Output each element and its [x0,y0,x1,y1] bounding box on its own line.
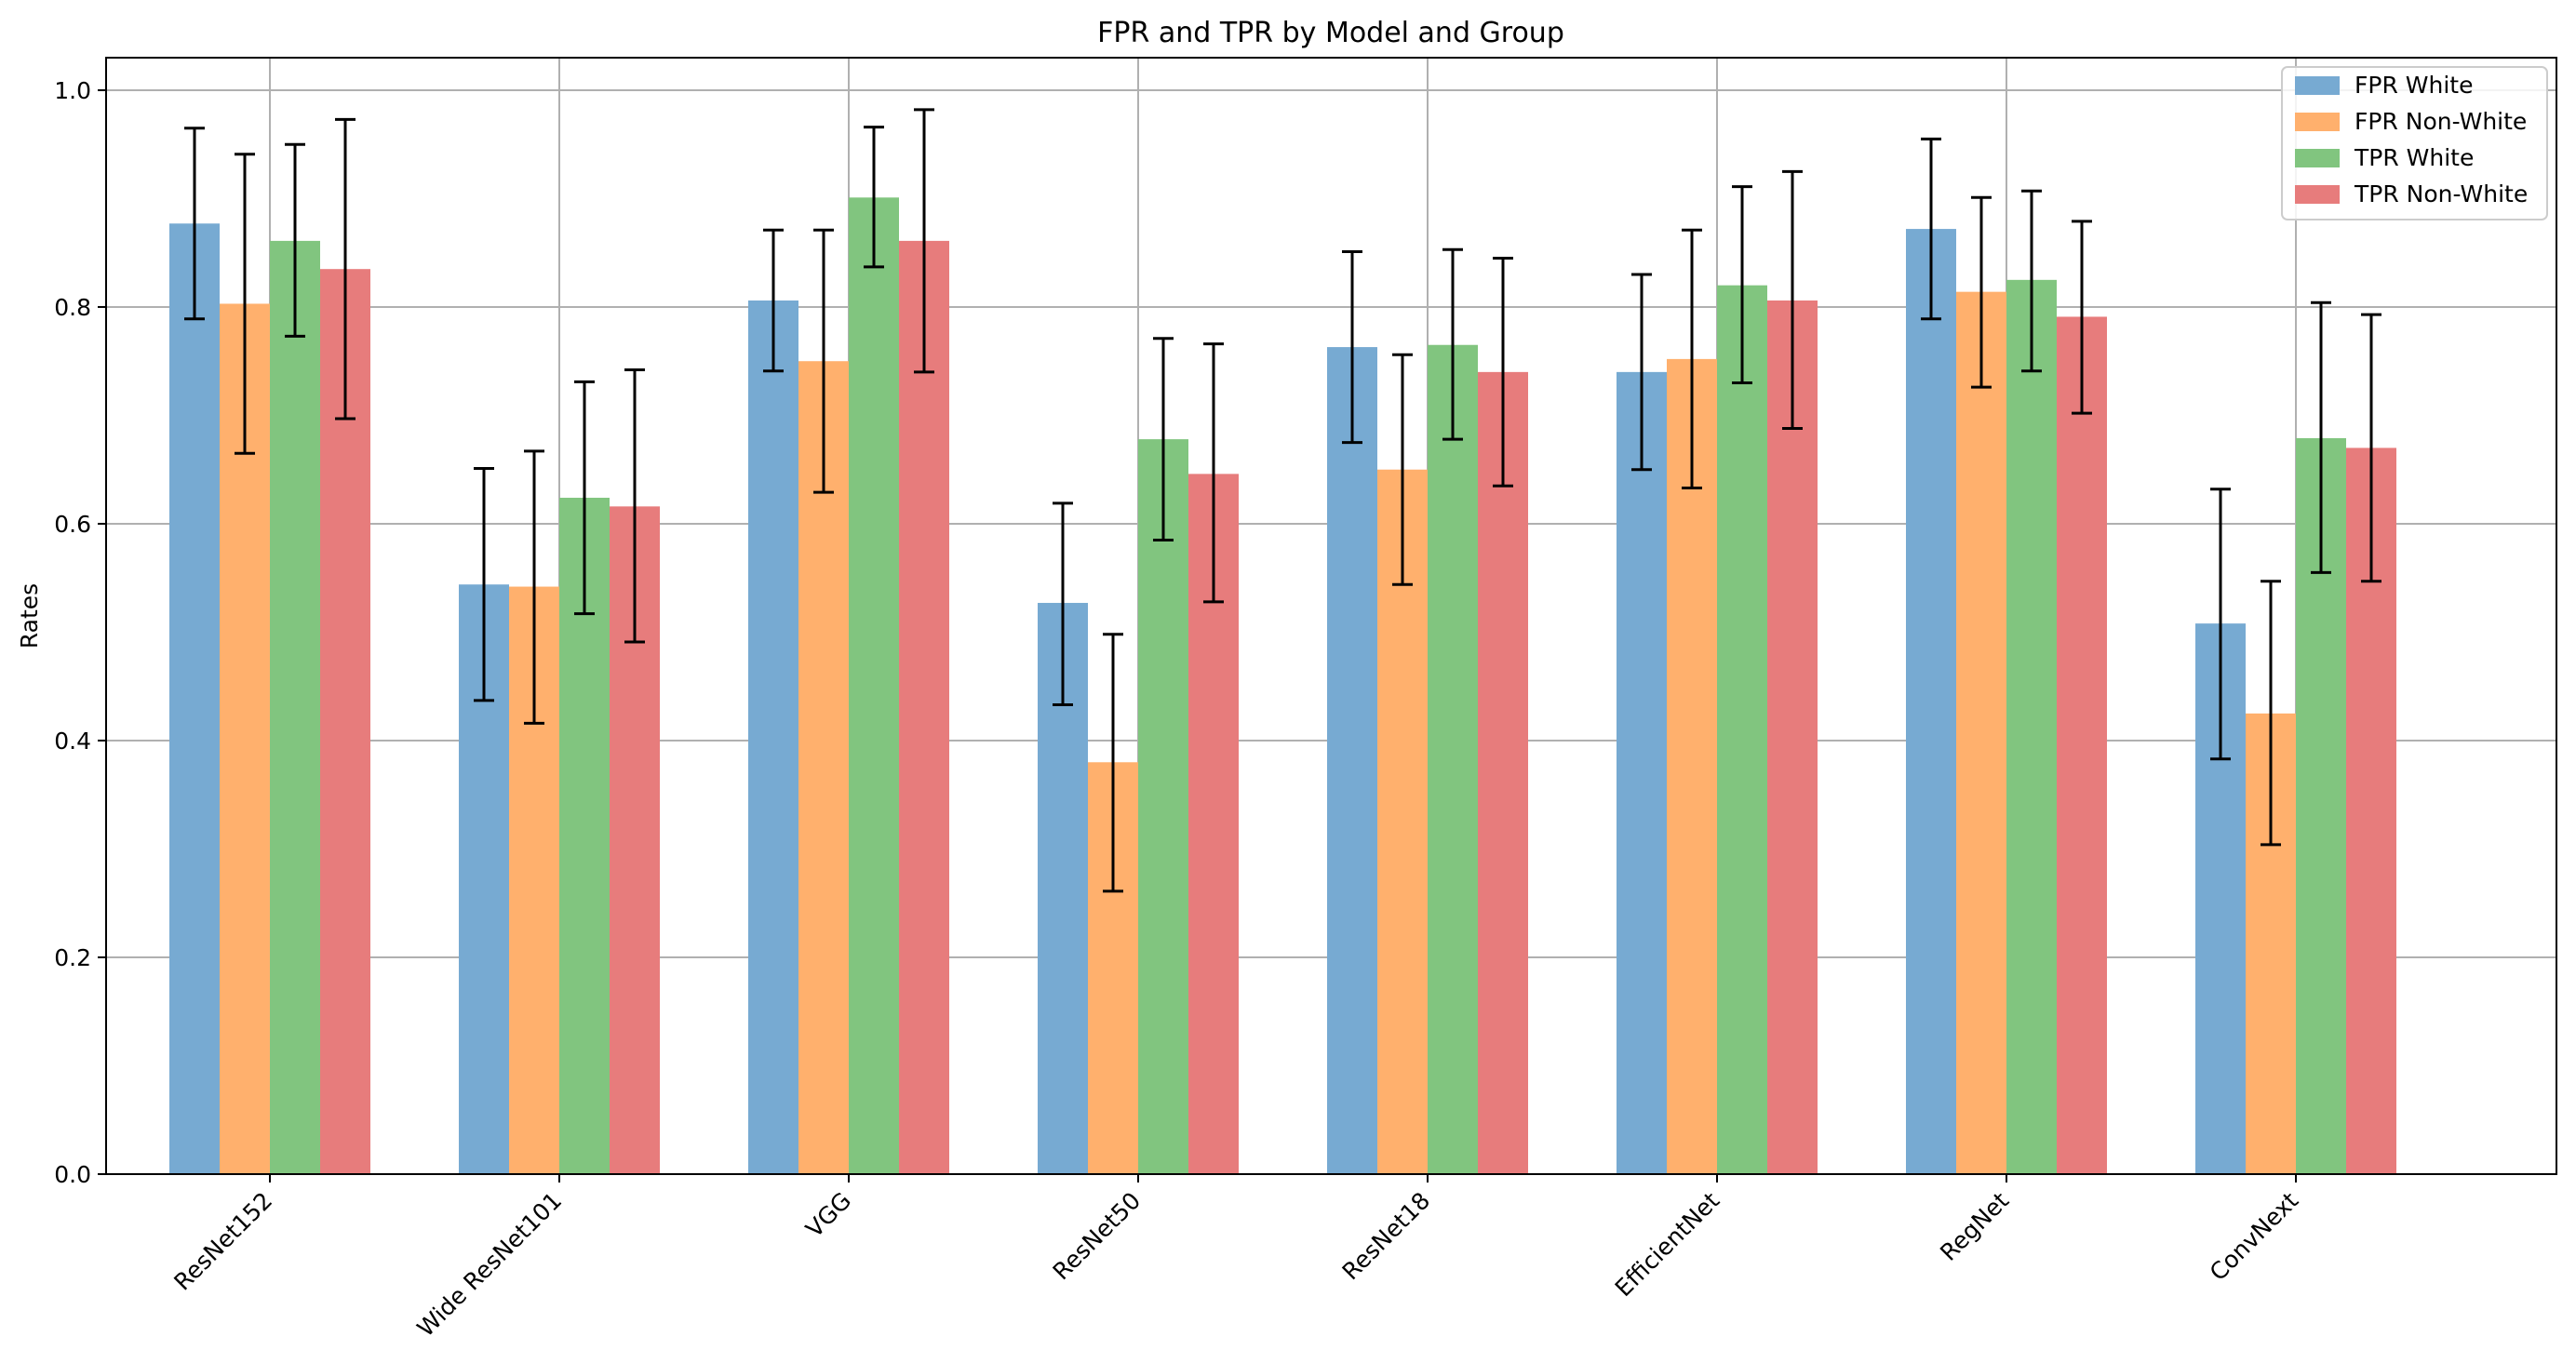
legend-items: FPR White FPR Non-White TPR White TPR Non-W… [2295,72,2528,207]
y-tick-label: 0.4 [54,728,91,755]
bar [1906,229,1956,1175]
bar [748,300,798,1174]
bar [1767,300,1818,1174]
legend-label: TPR Non-White [2354,180,2528,207]
bar [2057,316,2107,1174]
y-axis-label: Rates [16,583,43,648]
y-tick-label: 0.0 [54,1161,91,1188]
y-tick-label: 0.6 [54,511,91,538]
legend-swatch [2295,76,2340,95]
bar [1327,347,1377,1174]
error-bars-layer [184,108,2381,893]
plot-frame [105,57,2557,1175]
legend-label: TPR White [2354,144,2474,171]
bar [2006,279,2057,1174]
bar [1428,344,1478,1174]
legend: FPR White FPR Non-White TPR White TPR Non-W… [2281,66,2548,220]
legend-label: FPR Non-White [2355,108,2527,135]
legend-label: FPR White [2355,72,2473,99]
legend-swatch [2295,185,2340,204]
y-tick-label: 1.0 [54,77,91,104]
bar [1667,358,1717,1174]
legend-frame [2281,66,2548,220]
bar [169,223,220,1174]
bar [1717,285,1767,1175]
bar [1617,371,1667,1174]
legend-swatch [2295,149,2340,167]
bar [1478,371,1528,1174]
bar [1138,439,1188,1175]
bar [899,240,949,1175]
chart-title: FPR and TPR by Model and Group [1097,17,1564,49]
bar [1956,291,2006,1174]
bar [798,361,849,1174]
legend-swatch [2295,113,2340,131]
bar [849,197,899,1174]
y-tick-label: 0.8 [54,294,91,321]
bar [1377,469,1428,1174]
bar [270,240,320,1175]
y-tick-label: 0.2 [54,944,91,971]
